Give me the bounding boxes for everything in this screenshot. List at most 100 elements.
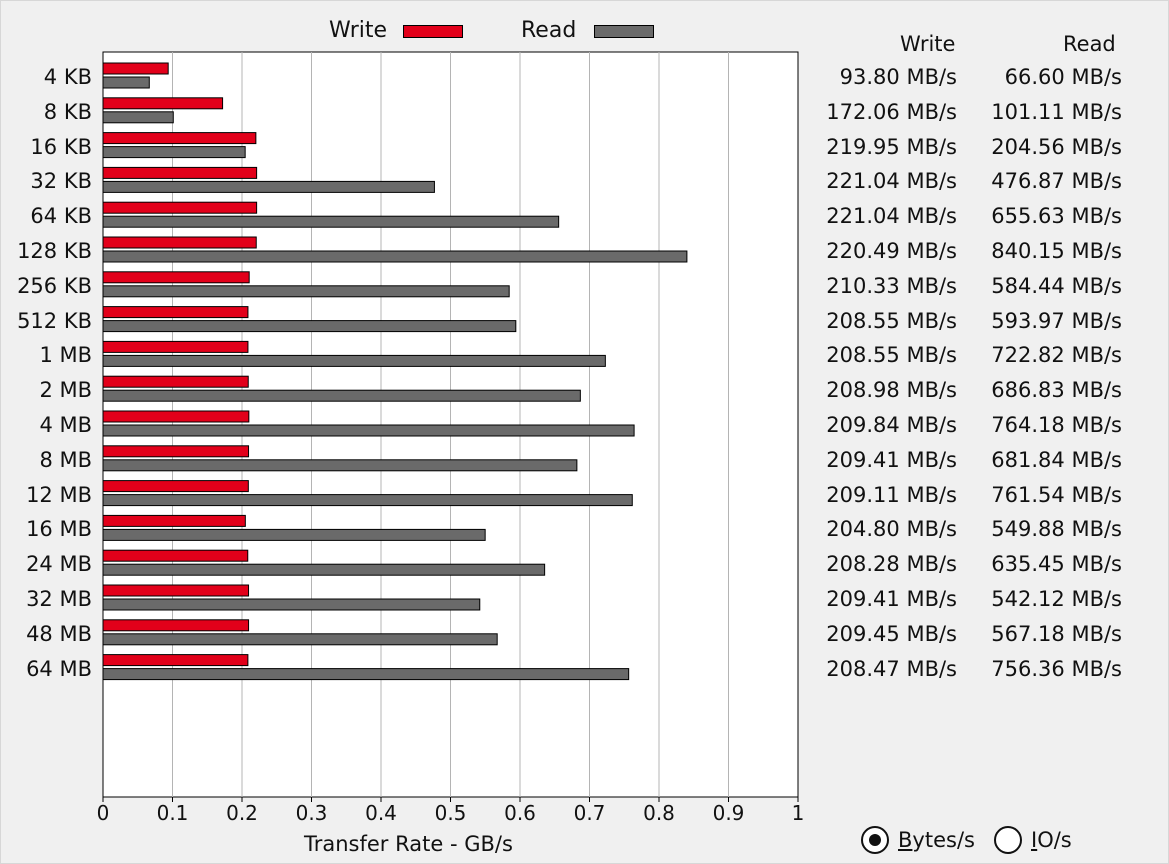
read-value-cell: 761.54 MB/s (991, 482, 1122, 507)
write-value-cell: 208.55 MB/s (826, 308, 957, 333)
bar-read-16mb (102, 528, 486, 541)
x-axis-title: Transfer Rate - GB/s (304, 832, 513, 856)
io-radio-button[interactable] (994, 826, 1022, 854)
x-tick-label: 1 (791, 801, 805, 825)
y-tick-label: 4 KB (43, 65, 92, 89)
write-value-cell: 221.04 MB/s (826, 169, 957, 194)
y-tick-label: 48 MB (26, 621, 92, 646)
write-value-cell: 221.04 MB/s (826, 204, 957, 229)
bar-read-64mb (102, 668, 630, 681)
read-value-cell: 655.63 MB/s (991, 204, 1122, 229)
read-value-cell: 567.18 MB/s (991, 621, 1122, 646)
units-radio-group: Bytes/s IO/s (861, 824, 1161, 858)
bar-write-12mb (102, 480, 249, 493)
x-tick-label: 0.4 (365, 801, 397, 825)
read-value-cell: 681.84 MB/s (991, 447, 1122, 472)
bar-read-8kb (102, 111, 174, 124)
x-tick-label: 0.3 (295, 801, 328, 825)
write-value-cell: 209.41 MB/s (826, 587, 957, 611)
bar-read-256kb (102, 285, 510, 298)
write-value-cell: 209.84 MB/s (826, 413, 957, 437)
read-value-cell: 635.45 MB/s (991, 552, 1122, 577)
read-value-cell: 756.36 MB/s (991, 656, 1122, 681)
y-tick-label: 512 KB (17, 308, 92, 333)
bar-write-8kb (102, 97, 224, 110)
y-tick-label: 8 KB (43, 99, 92, 124)
x-tick-label: 0.7 (573, 801, 606, 825)
y-tick-label: 24 MB (26, 552, 92, 577)
read-value-cell: 476.87 MB/s (991, 169, 1122, 194)
bar-read-48mb (102, 633, 498, 646)
bytes-radio-button[interactable] (861, 826, 889, 854)
x-tick-label: 0.8 (643, 801, 675, 825)
y-tick-label: 2 MB (39, 378, 92, 403)
bar-write-4kb (102, 62, 169, 75)
legend-read-swatch (594, 25, 654, 38)
x-tick-label: 0.1 (156, 801, 189, 825)
bar-write-24mb (102, 549, 249, 562)
bar-read-2mb (102, 389, 581, 402)
bar-read-128kb (102, 250, 688, 263)
y-tick-label: 4 MB (39, 413, 92, 437)
read-value-cell: 840.15 MB/s (991, 239, 1122, 263)
read-value-cell: 764.18 MB/s (991, 413, 1122, 437)
write-value-cell: 93.80 MB/s (839, 65, 957, 89)
x-tick-label: 0.2 (226, 801, 258, 825)
read-value-cell: 66.60 MB/s (1004, 65, 1122, 89)
bar-write-16mb (102, 514, 246, 527)
read-value-cell: 584.44 MB/s (991, 273, 1122, 298)
write-value-cell: 208.98 MB/s (826, 378, 957, 403)
legend-read-label: Read (521, 18, 577, 43)
write-value-cell: 209.11 MB/s (826, 482, 957, 507)
bar-read-32mb (102, 598, 481, 611)
bar-read-64kb (102, 215, 560, 228)
read-value-cell: 549.88 MB/s (991, 517, 1122, 542)
bar-write-1mb (102, 340, 249, 353)
read-value-cell: 204.56 MB/s (991, 134, 1122, 159)
x-tick-label: 0 (96, 801, 110, 825)
io-radio-label: IO/s (1031, 828, 1072, 852)
bar-write-32mb (102, 584, 250, 597)
bar-write-64kb (102, 201, 258, 214)
io-radio-option[interactable]: IO/s (994, 824, 1094, 858)
legend-write-label: Write (329, 18, 388, 43)
y-tick-label: 32 KB (30, 169, 92, 194)
y-tick-label: 128 KB (17, 239, 92, 263)
bytes-radio-option[interactable]: Bytes/s (861, 824, 981, 858)
bar-write-32kb (102, 166, 258, 179)
write-column-header: Write (900, 32, 956, 56)
bar-write-512kb (102, 306, 249, 319)
bar-write-48mb (102, 619, 250, 632)
y-tick-label: 1 MB (39, 343, 92, 368)
bar-write-2mb (102, 375, 249, 388)
write-value-cell: 208.55 MB/s (826, 343, 957, 368)
bar-read-16kb (102, 146, 246, 159)
bar-read-4mb (102, 424, 635, 437)
x-tick-label: 0.9 (712, 801, 745, 825)
bar-read-1mb (102, 354, 606, 367)
y-tick-label: 32 MB (26, 587, 92, 611)
bar-write-128kb (102, 236, 257, 249)
bar-read-32kb (102, 180, 435, 193)
bar-read-8mb (102, 459, 578, 472)
write-value-cell: 172.06 MB/s (826, 99, 957, 124)
bar-read-12mb (102, 494, 633, 507)
write-value-cell: 204.80 MB/s (826, 517, 957, 542)
bar-read-4kb (102, 76, 150, 89)
write-value-cell: 220.49 MB/s (826, 239, 957, 263)
x-tick-label: 0.6 (504, 801, 536, 825)
bar-write-256kb (102, 271, 250, 284)
bytes-radio-label: Bytes/s (898, 828, 975, 852)
read-value-cell: 542.12 MB/s (991, 587, 1122, 611)
write-value-cell: 209.41 MB/s (826, 447, 957, 472)
legend-write-swatch (403, 25, 463, 38)
read-value-cell: 722.82 MB/s (991, 343, 1122, 368)
read-column-header: Read (1063, 32, 1116, 56)
bar-write-64mb (102, 654, 249, 667)
y-tick-label: 8 MB (39, 447, 92, 472)
y-tick-label: 64 KB (30, 204, 92, 229)
read-value-cell: 593.97 MB/s (991, 308, 1122, 333)
write-value-cell: 219.95 MB/s (826, 134, 957, 159)
x-tick-label: 0.5 (434, 801, 467, 825)
